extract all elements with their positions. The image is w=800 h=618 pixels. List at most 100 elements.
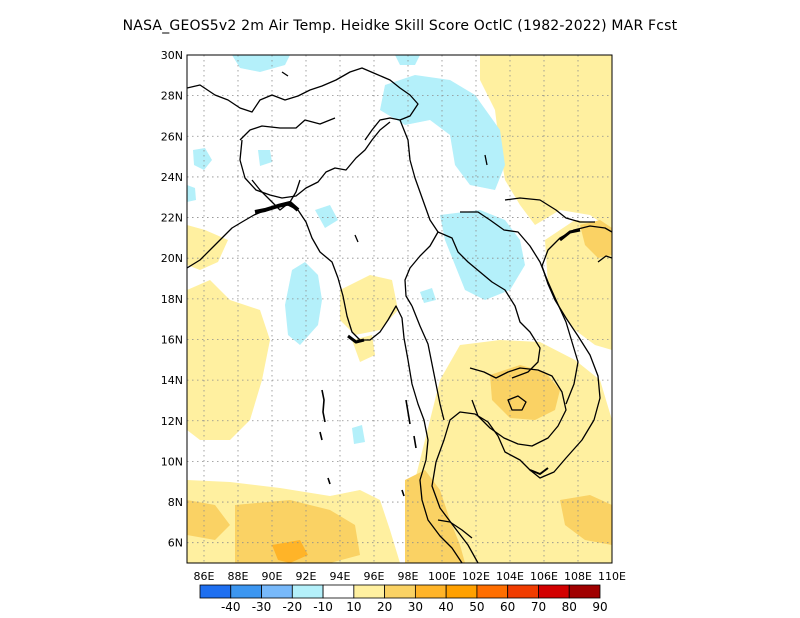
chart-title: NASA_GEOS5v2 2m Air Temp. Heidke Skill S… — [122, 18, 678, 34]
lon-label: 98E — [398, 570, 419, 583]
border-bhutan — [239, 117, 336, 141]
colorbar-swatch — [230, 584, 262, 599]
fill-region-orange — [272, 540, 308, 563]
colorbar-swatch — [538, 584, 570, 599]
irrawaddy-delta — [347, 334, 365, 344]
lon-label: 90E — [262, 570, 283, 583]
fill-region-blue-top — [232, 55, 290, 72]
colorbar-swatch — [568, 584, 601, 599]
island-small-north — [281, 71, 488, 243]
colorbar-swatch — [445, 584, 478, 599]
colorbar-swatch — [384, 584, 416, 599]
colorbar-swatch — [414, 584, 447, 599]
lon-label: 110E — [598, 570, 626, 583]
skill-score-field — [187, 55, 612, 563]
colorbar-swatch — [199, 584, 232, 599]
colorbar-swatch — [291, 584, 324, 599]
border-thailand-myanmar — [411, 305, 445, 421]
red-river-delta — [559, 228, 581, 242]
latitude-labels: 30N 28N 26N 24N 22N 20N 18N 16N 14N 12N 10N 8N 6N — [161, 49, 183, 550]
lon-label: 88E — [228, 570, 249, 583]
lon-label: 94E — [330, 570, 351, 583]
fill-region-blue-ne — [380, 75, 505, 190]
colorbar-label: 30 — [408, 600, 423, 614]
colorbar-label: 60 — [500, 600, 515, 614]
fill-region-blue-center2 — [315, 205, 338, 228]
fill-region-blue-w1 — [193, 148, 212, 170]
colorbar-label: 20 — [377, 600, 392, 614]
border-thai-laos — [437, 231, 541, 379]
fill-region-blue-small — [352, 425, 365, 444]
border-northeast-india — [239, 121, 391, 199]
fill-region-blue-top2 — [395, 55, 420, 65]
mekong-delta — [529, 467, 549, 475]
lat-label: 8N — [168, 496, 183, 509]
colorbar-swatch — [353, 584, 386, 599]
lat-label: 12N — [161, 415, 183, 428]
coastline-india-bangladesh-myanmar — [187, 204, 463, 563]
border-bangladesh — [251, 179, 301, 211]
fill-region-gold-s — [235, 500, 360, 563]
lon-label: 92E — [296, 570, 317, 583]
lon-label: 100E — [428, 570, 456, 583]
colorbar-label: 90 — [592, 600, 607, 614]
islands-andaman — [319, 389, 331, 485]
border-myanmar-china — [399, 119, 439, 307]
fill-region-yellow-ne — [480, 55, 612, 230]
lat-label: 6N — [168, 537, 183, 550]
lat-label: 30N — [161, 49, 183, 62]
coastlines — [187, 67, 612, 563]
fill-region-blue-small2 — [420, 288, 436, 303]
colorbar-label: -20 — [283, 600, 303, 614]
colorbar-label: -40 — [221, 600, 241, 614]
border-vietnam-china — [504, 197, 595, 223]
lat-label: 18N — [161, 293, 183, 306]
colorbar: -40 -30 -20 -10 10 20 30 40 50 60 70 80 90 — [199, 584, 608, 614]
lat-label: 14N — [161, 374, 183, 387]
fill-region-gold-se — [560, 495, 612, 545]
longitude-labels: 86E 88E 90E 92E 94E 96E 98E 100E 102E 104E 106E 108… — [194, 570, 626, 583]
fill-region-gold-e — [580, 220, 612, 258]
border-cambodia — [469, 367, 567, 447]
colorbar-swatch — [476, 584, 509, 599]
border-north — [187, 67, 419, 141]
border-malaysia — [437, 519, 473, 539]
colorbar-label: 40 — [439, 600, 454, 614]
lat-label: 10N — [161, 455, 183, 468]
islands-mergui — [401, 399, 417, 497]
fill-region-blue-laos — [440, 210, 525, 300]
coastline-gulf-thailand — [431, 225, 612, 563]
colorbar-swatch — [322, 584, 355, 599]
colorbar-label: 80 — [562, 600, 577, 614]
lat-label: 26N — [161, 130, 183, 143]
lon-label: 108E — [564, 570, 592, 583]
lon-label: 104E — [496, 570, 524, 583]
map-grid — [187, 55, 612, 563]
lat-label: 22N — [161, 212, 183, 225]
lat-label: 24N — [161, 171, 183, 184]
lon-label: 102E — [462, 570, 490, 583]
colorbar-label: 70 — [531, 600, 546, 614]
map-frame — [186, 54, 613, 564]
fill-region-gold-cambodia — [490, 365, 560, 420]
lon-label: 106E — [530, 570, 558, 583]
colorbar-label: 50 — [469, 600, 484, 614]
fill-region-gold-sw — [187, 500, 230, 540]
lat-label: 20N — [161, 252, 183, 265]
fill-region-blue-w2 — [258, 150, 272, 166]
colorbar-label: -30 — [252, 600, 272, 614]
fill-region-gold-peninsula — [405, 470, 465, 563]
lake-tonle-sap — [507, 395, 527, 411]
fill-region-yellow-center — [340, 275, 398, 335]
lat-label: 28N — [161, 90, 183, 103]
fill-region-yellow-nw — [187, 280, 270, 440]
sundarbans-delta — [254, 201, 300, 214]
colorbar-swatch — [507, 584, 539, 599]
fill-region-blue-center — [285, 262, 322, 345]
border-laos-vietnam — [460, 211, 579, 405]
fill-region-blue-w3 — [187, 185, 196, 202]
lon-label: 86E — [194, 570, 215, 583]
colorbar-label: 10 — [346, 600, 361, 614]
fill-region-yellow-w — [187, 225, 228, 270]
